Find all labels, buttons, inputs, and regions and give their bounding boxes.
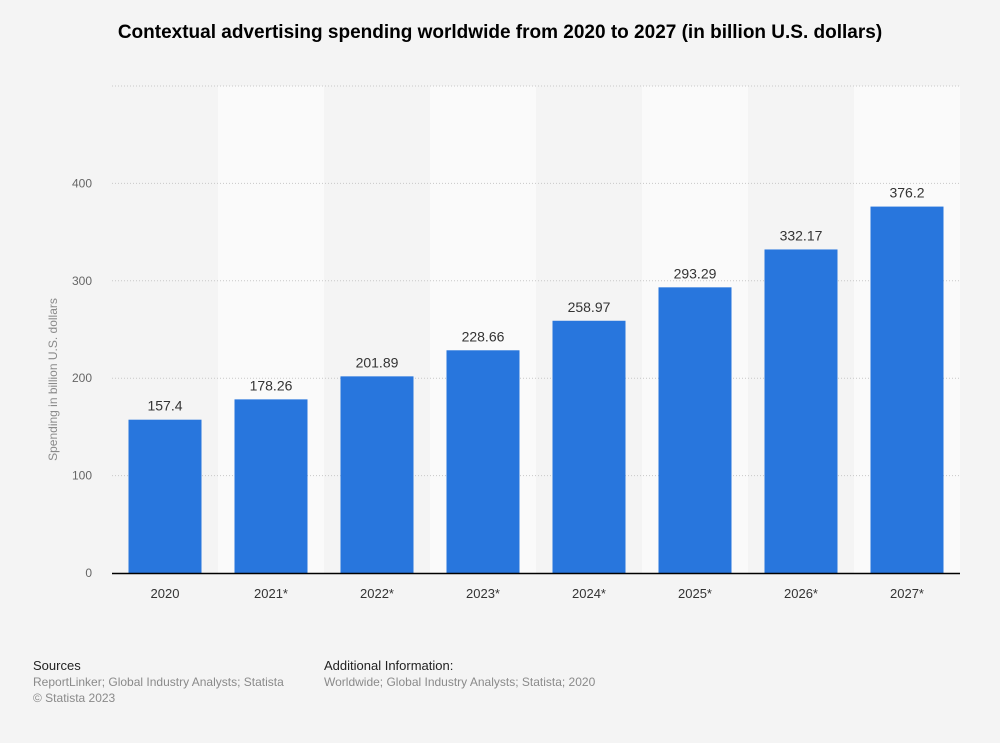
bar-2026 bbox=[764, 249, 838, 573]
y-tick-label: 0 bbox=[85, 566, 92, 580]
sources-heading: Sources bbox=[33, 658, 81, 673]
data-label: 293.29 bbox=[674, 265, 717, 281]
bar-2020 bbox=[128, 419, 202, 573]
y-axis-label: Spending in billion U.S. dollars bbox=[46, 298, 60, 461]
bar-2024 bbox=[552, 320, 626, 573]
x-tick-label: 2020 bbox=[151, 586, 180, 601]
bar-2022 bbox=[340, 376, 414, 573]
x-tick-label: 2022* bbox=[360, 586, 394, 601]
y-tick-label: 400 bbox=[72, 176, 92, 190]
data-label: 258.97 bbox=[568, 299, 611, 315]
bar-2021 bbox=[234, 399, 308, 573]
y-tick-label: 200 bbox=[72, 371, 92, 385]
bar-2027 bbox=[870, 206, 944, 573]
x-tick-label: 2023* bbox=[466, 586, 500, 601]
x-tick-label: 2021* bbox=[254, 586, 288, 601]
data-label: 332.17 bbox=[780, 227, 823, 243]
additional-info-heading: Additional Information: bbox=[324, 658, 454, 673]
data-label: 228.66 bbox=[462, 328, 505, 344]
chart-title: Contextual advertising spending worldwid… bbox=[117, 22, 883, 43]
sources-section: Sources ReportLinker; Global Industry An… bbox=[33, 658, 284, 706]
y-tick-label: 100 bbox=[72, 469, 92, 483]
x-tick-label: 2024* bbox=[572, 586, 606, 601]
additional-info-text: Worldwide; Global Industry Analysts; Sta… bbox=[324, 675, 596, 689]
copyright: © Statista 2023 bbox=[33, 691, 116, 705]
data-label: 157.4 bbox=[147, 398, 182, 414]
x-tick-label: 2027* bbox=[890, 586, 924, 601]
sources-text: ReportLinker; Global Industry Analysts; … bbox=[33, 675, 284, 689]
bar-2023 bbox=[446, 350, 520, 573]
x-tick-label: 2026* bbox=[784, 586, 818, 601]
x-tick-label: 2025* bbox=[678, 586, 712, 601]
data-label: 376.2 bbox=[889, 185, 924, 201]
data-label: 178.26 bbox=[250, 377, 293, 393]
additional-info-section: Additional Information: Worldwide; Globa… bbox=[324, 658, 595, 690]
data-label: 201.89 bbox=[356, 354, 399, 370]
y-tick-label: 300 bbox=[72, 274, 92, 288]
bar-2025 bbox=[658, 287, 732, 573]
